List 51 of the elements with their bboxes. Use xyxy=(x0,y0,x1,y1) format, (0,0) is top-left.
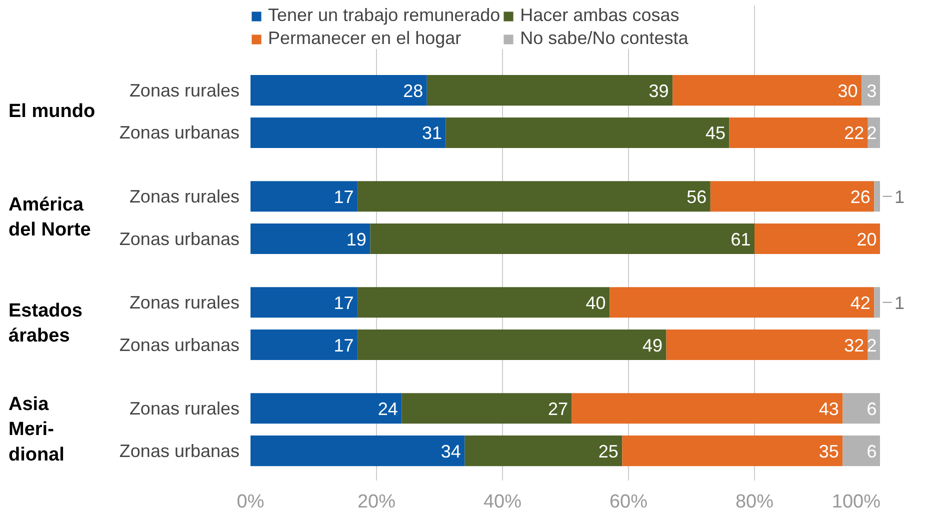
legend-label: Tener un trabajo remunerado xyxy=(268,5,500,26)
data-label: 17 xyxy=(334,292,354,313)
data-label: 19 xyxy=(346,229,366,250)
data-label: 40 xyxy=(586,292,606,313)
data-label: 27 xyxy=(548,398,568,419)
y-tick-label: Zonas rurales xyxy=(129,292,240,312)
data-label: 20 xyxy=(856,229,877,250)
data-label: 30 xyxy=(838,80,858,101)
x-tick-label: 80% xyxy=(735,492,774,512)
data-label: 6 xyxy=(866,441,877,462)
y-tick-label: Zonas urbanas xyxy=(119,122,240,143)
data-label: 32 xyxy=(844,335,864,356)
text: Asia Meri- dional xyxy=(8,394,64,466)
data-label: 43 xyxy=(818,398,839,419)
x-tick-label: 60% xyxy=(609,492,648,512)
data-label: 22 xyxy=(844,123,864,144)
data-label: 17 xyxy=(334,335,354,356)
data-label: 3 xyxy=(866,80,877,101)
text: El mundo xyxy=(8,101,96,122)
data-label: 56 xyxy=(686,186,707,207)
data-label: 34 xyxy=(440,441,461,462)
y-tick-label: Zonas rurales xyxy=(129,398,240,418)
y-tick-label: Zonas rurales xyxy=(129,80,240,100)
data-label: 1 xyxy=(894,186,905,207)
x-tick-label: 0% xyxy=(236,492,264,512)
data-label: 61 xyxy=(730,229,751,250)
data-label: 25 xyxy=(598,441,618,462)
y-tick-label: Zonas urbanas xyxy=(119,228,240,249)
data-label: 39 xyxy=(648,80,669,101)
data-label: 28 xyxy=(403,80,424,101)
data-label: 35 xyxy=(818,441,839,462)
y-tick-label: Zonas urbanas xyxy=(119,440,240,461)
x-tick-label: 20% xyxy=(357,492,396,512)
text: Estados árabes xyxy=(8,300,82,347)
data-label: 1 xyxy=(894,292,905,313)
data-label: 31 xyxy=(422,123,442,144)
y-tick-label: Zonas urbanas xyxy=(119,334,240,355)
x-tick-label: 100% xyxy=(832,492,881,512)
data-label: 6 xyxy=(866,398,877,419)
legend-label: Hacer ambas cosas xyxy=(520,5,680,26)
x-tick-label: 40% xyxy=(483,492,522,512)
data-label: 45 xyxy=(706,123,726,144)
data-label: 24 xyxy=(378,398,398,419)
text: América del Norte xyxy=(8,194,91,241)
data-label: 42 xyxy=(850,292,870,313)
legend-label: No sabe/No contesta xyxy=(520,28,688,49)
data-label: 26 xyxy=(850,186,870,207)
legend-label: Permanecer en el hogar xyxy=(268,28,462,49)
y-tick-label: Zonas rurales xyxy=(129,186,240,206)
data-label: 49 xyxy=(642,335,663,356)
data-label: 17 xyxy=(334,186,354,207)
